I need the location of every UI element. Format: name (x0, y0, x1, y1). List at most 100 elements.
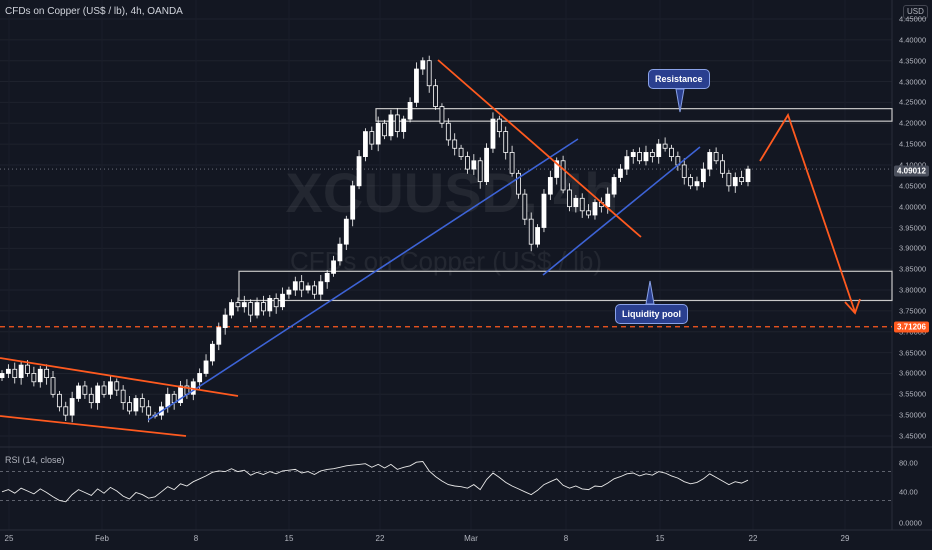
level-price-tag: 3.71206 (894, 321, 929, 333)
candle-bear (586, 210, 591, 216)
candle-bull (95, 385, 101, 404)
zones[interactable] (238, 88, 893, 305)
time-tick: 25 (4, 534, 14, 543)
candle-bear (637, 152, 643, 162)
candle-bear (382, 122, 387, 137)
candle-bull (643, 152, 649, 162)
candle-bull (286, 289, 292, 295)
price-tick: 3.95000 (899, 223, 927, 232)
price-tick: 3.80000 (899, 285, 927, 295)
rsi-line (1, 461, 749, 503)
levels[interactable] (0, 168, 892, 328)
candle-bear (579, 197, 585, 212)
candle-bull (37, 368, 43, 383)
projection-path[interactable] (759, 112, 856, 313)
downtrend-line[interactable] (437, 59, 642, 238)
candle-bear (720, 160, 725, 174)
candle-bear (235, 302, 241, 308)
time-tick: 15 (284, 534, 294, 543)
candle-bull (280, 293, 285, 308)
price-tick: 4.15000 (899, 139, 927, 149)
candle-bear (101, 385, 107, 395)
rsi-tick-80: 80.00 (899, 458, 918, 468)
candle-bear (528, 218, 534, 245)
candle-bear (88, 393, 94, 404)
candle-bull (401, 118, 407, 132)
price-tick: 3.60000 (899, 368, 927, 378)
candle-bear (560, 160, 566, 191)
candle-bear (567, 189, 572, 208)
candle-bear (465, 156, 470, 170)
trend-drawings[interactable] (0, 59, 861, 437)
projection-arrowhead (844, 298, 861, 315)
price-tick: 3.55000 (899, 389, 927, 399)
candle-bear (82, 385, 88, 395)
candle-bull (254, 302, 260, 316)
resistance-callout[interactable]: Resistance (648, 69, 710, 89)
candle-bear (31, 373, 37, 383)
candle-bull (407, 102, 413, 120)
time-tick: Feb (95, 534, 109, 543)
uptrend-line-channel[interactable] (542, 146, 701, 276)
time-tick: Mar (464, 534, 478, 543)
liquidity-pool-zone (238, 270, 893, 302)
time-tick: 22 (375, 534, 385, 543)
candle-bear (369, 131, 375, 145)
candle-bear (312, 285, 317, 295)
candle-bear (477, 160, 483, 183)
candles (0, 55, 751, 423)
uptrend-line-main[interactable] (147, 138, 579, 421)
candle-bear (662, 143, 668, 149)
candle-bear (12, 368, 18, 379)
candle-bull (484, 147, 489, 183)
candle-bear (127, 402, 132, 412)
candle-bear (649, 152, 655, 158)
candle-bull (318, 281, 324, 295)
candle-bull (229, 302, 234, 316)
resistance-zone (375, 108, 893, 122)
candle-bear (713, 152, 719, 162)
candle-bull (624, 156, 630, 170)
candle-bull (388, 114, 394, 137)
price-tick: 3.50000 (899, 410, 927, 420)
candle-bull (573, 197, 579, 208)
liquidity-pool-callout[interactable]: Liquidity pool (615, 304, 688, 324)
candle-bear (248, 302, 254, 316)
time-tick: 22 (748, 534, 758, 543)
candle-bull (203, 360, 209, 374)
wedge-upper-line[interactable] (0, 357, 239, 397)
rsi-tick-0: 0.0000 (899, 518, 922, 528)
candle-bear (681, 164, 687, 178)
candle-bear (726, 172, 732, 187)
candle-bull (745, 168, 751, 183)
candle-bull (133, 398, 139, 412)
price-tick: 3.85000 (899, 264, 927, 274)
candle-bull (618, 168, 623, 178)
candle-bull (343, 218, 349, 245)
candle-bull (197, 373, 203, 383)
candle-bear (299, 281, 305, 291)
candle-bear (688, 177, 694, 187)
candle-bull (5, 368, 11, 374)
current-price-tag: 4.09012 (894, 165, 929, 177)
rsi-tick-40: 40.00 (899, 487, 918, 497)
candle-bull (707, 152, 713, 170)
candle-bear (56, 393, 62, 408)
price-tick: 3.90000 (899, 243, 927, 253)
candle-bull (535, 227, 540, 245)
resistance-pointer (675, 88, 685, 113)
currency-badge[interactable]: USD (903, 5, 928, 19)
price-tick: 3.75000 (899, 306, 927, 316)
candle-bull (18, 364, 24, 379)
candle-bull (592, 202, 598, 216)
wedge-lower-line[interactable] (0, 415, 187, 437)
price-tick: 4.05000 (899, 181, 927, 191)
candle-bull (732, 177, 738, 187)
grid-lines (0, 0, 932, 531)
price-tick: 4.25000 (899, 97, 927, 107)
candle-bull (414, 68, 419, 103)
time-tick: 29 (840, 534, 850, 543)
candle-bull (241, 302, 247, 308)
candle-bear (394, 114, 400, 132)
